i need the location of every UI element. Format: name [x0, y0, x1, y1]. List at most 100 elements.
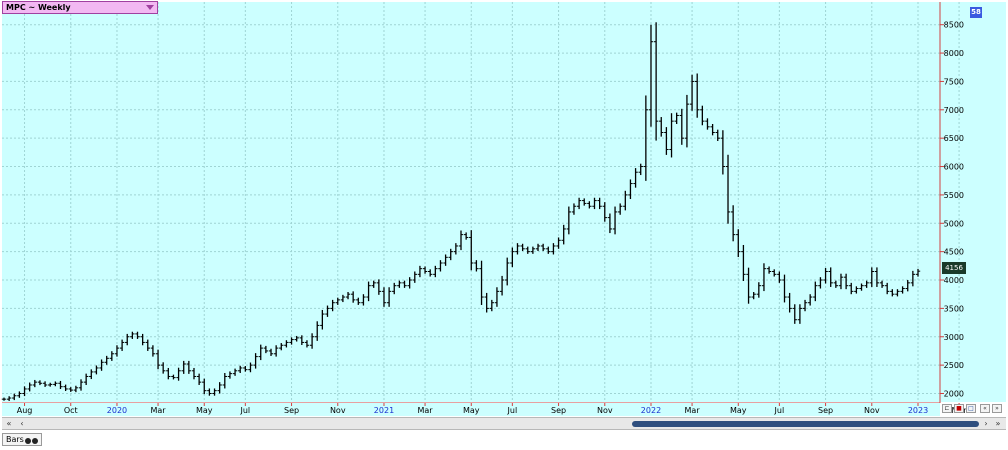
price-bar: [309, 333, 315, 349]
price-bar: [130, 331, 135, 339]
price-bar: [356, 297, 361, 305]
x-tick-label: Mar: [418, 406, 434, 415]
price-bar: [643, 95, 649, 181]
x-tick-label: May: [463, 406, 480, 415]
price-bar: [617, 203, 623, 215]
x-tick-label: Mar: [150, 406, 166, 415]
price-bar: [94, 365, 99, 375]
price-bar: [510, 247, 515, 268]
price-bar: [196, 373, 202, 385]
price-bar: [499, 275, 505, 296]
y-tick-label: 6000: [944, 163, 964, 172]
price-bar: [427, 269, 433, 277]
price-bar: [176, 367, 181, 381]
x-tick-label: Nov: [864, 406, 880, 415]
x-axis-area: [2, 403, 940, 416]
price-bar: [22, 386, 27, 397]
price-bar: [238, 365, 243, 373]
x-tick-label: 2022: [641, 406, 661, 415]
grid-lines: [2, 2, 960, 402]
price-bar: [700, 105, 705, 126]
price-bar: [417, 265, 423, 278]
price-bar: [376, 279, 382, 295]
price-bar: [232, 368, 238, 376]
scroll-right-icon[interactable]: ›: [984, 419, 988, 428]
price-bar: [638, 163, 643, 176]
price-bar: [761, 263, 767, 292]
price-bar: [869, 267, 874, 287]
price-bar: [710, 123, 715, 136]
scroll-start-icon[interactable]: «: [6, 419, 12, 428]
scroll-left-end-button[interactable]: ⊏: [942, 404, 952, 413]
chart-type-tab[interactable]: Bars: [2, 433, 42, 446]
price-bar: [592, 197, 597, 210]
price-bar: [463, 232, 469, 240]
price-bar: [407, 277, 412, 289]
price-bar: [479, 260, 484, 305]
horizontal-scrollbar[interactable]: « ‹ › »: [2, 417, 1006, 430]
price-bar: [782, 274, 787, 303]
price-bar: [402, 280, 407, 288]
price-bar: [191, 367, 197, 380]
price-bar: [623, 190, 628, 211]
x-axis-ticks: Aug Oct 2020 Mar May Jul Sep Nov 2021 Mar May Jul Se…: [17, 403, 967, 415]
price-bar: [371, 280, 376, 288]
price-bar: [772, 269, 777, 277]
price-bar: [730, 205, 736, 242]
price-bar: [253, 353, 258, 369]
price-bar: [766, 266, 772, 274]
price-bar: [422, 266, 428, 274]
price-bar: [900, 286, 905, 294]
scroll-thumb[interactable]: [632, 421, 979, 427]
price-bar: [273, 345, 279, 357]
scroll-left-icon[interactable]: ‹: [20, 419, 24, 428]
corner-badge[interactable]: 58: [970, 7, 982, 18]
dropdown-arrow-icon[interactable]: [146, 5, 154, 10]
x-tick-label: May: [196, 406, 213, 415]
price-bar: [222, 372, 227, 389]
x-tick-label: May: [730, 406, 747, 415]
price-bar: [171, 374, 176, 380]
price-bar: [392, 282, 397, 295]
price-bar: [350, 291, 356, 303]
price-bar: [813, 281, 818, 302]
price-bar: [540, 243, 546, 252]
y-tick-label: 2000: [944, 389, 964, 398]
price-bar: [664, 127, 669, 155]
price-bar: [315, 321, 320, 341]
scroll-end-icon[interactable]: »: [995, 419, 1001, 428]
price-bar: [37, 380, 43, 386]
symbol-selector[interactable]: MPC ~ Weekly: [2, 1, 158, 14]
price-bar: [628, 179, 633, 200]
price-bar: [73, 385, 79, 393]
price-bar: [150, 345, 156, 357]
record-button[interactable]: ■: [954, 404, 964, 413]
price-bar: [83, 373, 89, 385]
price-bar: [864, 280, 869, 288]
price-bar: [186, 360, 192, 374]
price-bar: [695, 73, 700, 118]
price-bar: [530, 246, 536, 254]
price-bar: [330, 299, 335, 312]
x-tick-label: Oct: [64, 406, 78, 415]
price-bar: [166, 367, 171, 380]
price-bar: [325, 305, 330, 317]
symbol-title: MPC ~ Weekly: [6, 3, 71, 12]
expand-button[interactable]: »: [992, 404, 1002, 413]
price-bar: [448, 248, 453, 261]
y-tick-label: 8000: [944, 49, 964, 58]
y-tick-label: 3000: [944, 333, 964, 342]
price-bar: [474, 260, 479, 272]
price-bar: [345, 292, 351, 300]
price-bar: [340, 294, 346, 303]
price-bar: [874, 267, 880, 287]
shrink-button[interactable]: «: [980, 404, 990, 413]
last-price-tag: 4156: [942, 262, 966, 274]
price-bar: [797, 304, 803, 324]
zoom-button[interactable]: □: [966, 404, 976, 413]
price-bar: [381, 287, 387, 307]
price-bar: [386, 287, 392, 307]
price-bar: [746, 267, 751, 304]
x-tick-label: 2020: [107, 406, 127, 415]
